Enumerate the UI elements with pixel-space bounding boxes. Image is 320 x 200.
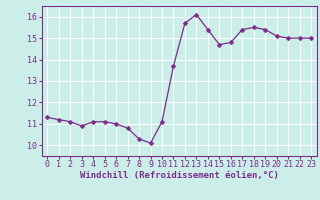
- X-axis label: Windchill (Refroidissement éolien,°C): Windchill (Refroidissement éolien,°C): [80, 171, 279, 180]
